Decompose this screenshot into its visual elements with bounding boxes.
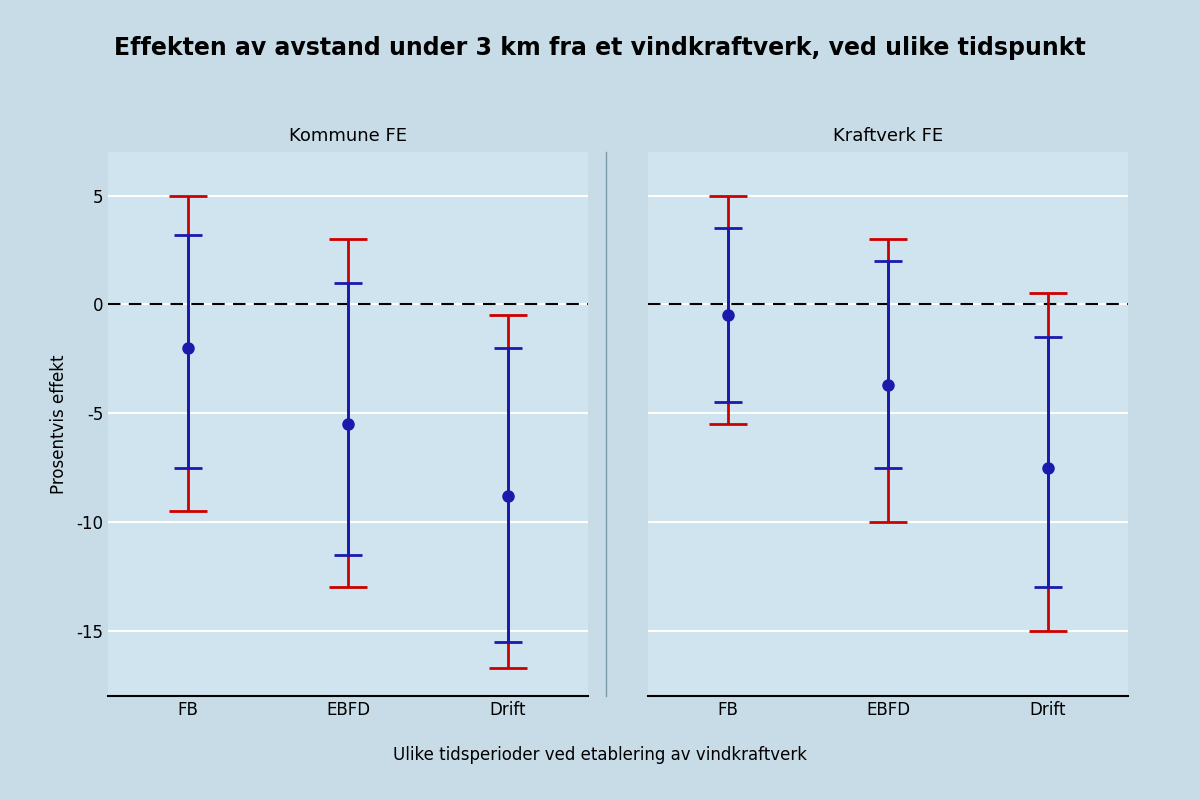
Title: Kraftverk FE: Kraftverk FE — [833, 127, 943, 145]
Text: Ulike tidsperioder ved etablering av vindkraftverk: Ulike tidsperioder ved etablering av vin… — [394, 746, 808, 764]
Y-axis label: Prosentvis effekt: Prosentvis effekt — [50, 354, 68, 494]
Title: Kommune FE: Kommune FE — [289, 127, 407, 145]
Text: Effekten av avstand under 3 km fra et vindkraftverk, ved ulike tidspunkt: Effekten av avstand under 3 km fra et vi… — [114, 36, 1086, 60]
